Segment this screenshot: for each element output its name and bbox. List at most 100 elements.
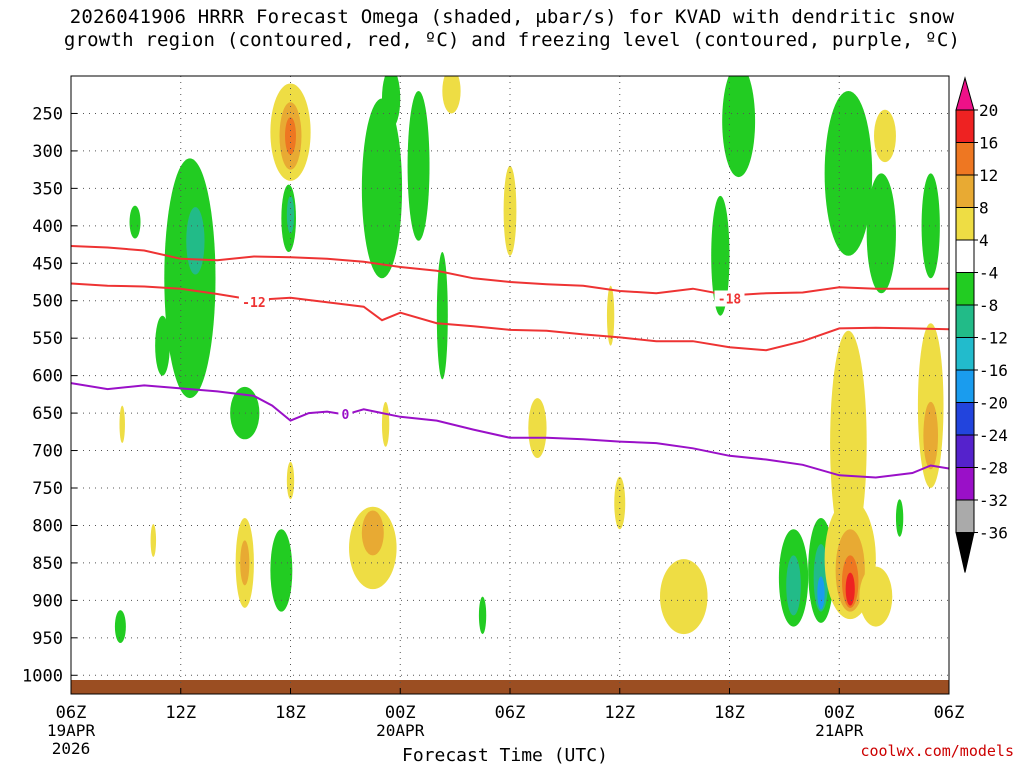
y-tick-label: 650 [32,404,63,424]
omega-blob [786,555,801,616]
omega-blob [155,315,170,376]
omega-blob [361,510,384,556]
y-tick-label: 800 [32,516,63,536]
x-tick-label: 06Z [495,703,526,723]
omega-blob [270,529,293,612]
omega-blob [381,76,401,129]
omega-blob [817,576,825,610]
contour-line [71,382,949,479]
x-tick-label: 06Z [56,703,87,723]
colorbar-bin [955,174,975,208]
colorbar-label: -24 [979,426,1008,445]
omega-blob [722,76,756,178]
omega-blob [381,401,390,447]
omega-blob [186,207,205,275]
colorbar-bin [955,272,975,306]
contour-label: -12 [242,296,265,311]
x-tick-year: 2026 [52,739,91,758]
colorbar-bin [955,109,975,143]
x-tick-date: 21APR [815,721,864,740]
colorbar: 20 16 12 8 4 -4 -8 -12 -16 -20 -24 -28 -32 -36 [955,76,1008,573]
chart-title-line-2: growth region (contoured, red, ºC) and f… [63,29,961,51]
colorbar-bin [955,467,975,501]
colorbar-bin [955,434,975,468]
colorbar-bin [955,402,975,436]
colorbar-bin [955,369,975,403]
omega-blob [830,330,867,556]
y-tick-label: 300 [32,142,63,162]
colorbar-label: -8 [979,296,998,315]
omega-blob [285,117,296,155]
x-tick-label: 12Z [604,703,635,723]
y-tick-label: 700 [32,442,63,462]
colorbar-label: -4 [979,264,998,283]
omega-blob [361,98,403,279]
colorbar-under-arrow [955,532,975,573]
colorbar-over-arrow [955,76,975,111]
colorbar-label: 12 [979,166,998,185]
y-tick-label: 900 [32,591,63,611]
omega-blob [711,195,730,316]
y-tick-label: 500 [32,292,63,312]
contour-label: -18 [718,292,742,307]
omega-blob [528,398,547,459]
colorbar-bin [955,499,975,533]
grid-lines [71,76,949,694]
omega-shading [114,76,944,644]
colorbar-bin [955,239,975,273]
omega-blob [921,173,940,279]
omega-blob [114,610,126,644]
omega-blob [859,566,893,627]
colorbar-label: 20 [979,101,998,120]
y-tick-label: 850 [32,554,63,574]
colorbar-label: 8 [979,199,989,218]
contour-label: 0 [341,408,349,423]
colorbar-bin [955,142,975,176]
chart-title: 2026041906 HRRR Forecast Omega (shaded, … [0,6,1024,52]
omega-blob [119,405,125,444]
omega-blob [478,596,487,635]
x-tick-label: 18Z [275,703,306,723]
omega-blob [923,401,939,470]
x-tick-date: 19APR [47,721,96,740]
x-tick-label: 18Z [714,703,745,723]
colorbar-label: -28 [979,459,1008,478]
omega-blob [895,499,904,537]
contour-line [71,282,949,352]
omega-blob [150,523,157,557]
omega-blob [503,165,517,256]
omega-blob [824,90,873,256]
credit-link[interactable]: coolwx.com/models [860,742,1014,760]
colorbar-label: -36 [979,524,1008,543]
contour-label-bg [238,294,269,311]
omega-blob [230,386,260,440]
y-tick-label: 450 [32,254,63,274]
y-tick-label: 950 [32,629,63,649]
y-tick-label: 400 [32,217,63,237]
y-tick-label: 600 [32,367,63,387]
omega-blob [866,173,896,294]
colorbar-label: -16 [979,361,1008,380]
omega-blob [845,572,855,606]
omega-blob [129,205,141,239]
colorbar-label: -32 [979,491,1008,510]
colorbar-bin [955,304,975,338]
y-axis: 250 300 350 400 450 500 550 600 650 700 750 800 850 9… [22,104,77,686]
x-axis-label: Forecast Time (UTC) [402,745,608,766]
omega-blob [874,109,896,163]
temperature-contours [71,245,949,479]
y-tick-label: 350 [32,179,63,199]
contour-labels: -18 -12 0 [238,290,745,423]
y-tick-label: 250 [32,104,63,124]
colorbar-bin [955,207,975,241]
omega-blob [659,559,708,635]
contour-label-bg [338,405,353,422]
y-tick-label: 550 [32,329,63,349]
colorbar-label: 4 [979,231,989,250]
omega-blob [606,285,615,346]
y-tick-label: 750 [32,479,63,499]
omega-blob [436,252,448,380]
colorbar-label: -20 [979,394,1008,413]
colorbar-label: -12 [979,329,1008,348]
